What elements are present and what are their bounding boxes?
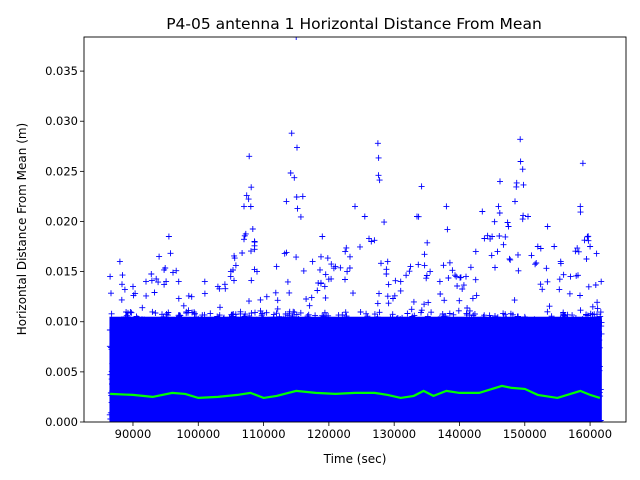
plot-frame: [83, 36, 627, 423]
mean-line: [110, 384, 601, 400]
y-tick-label: 0.035: [45, 64, 78, 78]
x-tick-label: 150000: [503, 427, 547, 441]
x-tick-label: 140000: [438, 427, 482, 441]
y-tick-label: 0.005: [45, 365, 78, 379]
scatter-dense-band: [109, 316, 602, 422]
y-tick-label: 0.030: [45, 114, 78, 128]
chart-title: P4-05 antenna 1 Horizontal Distance From…: [166, 15, 542, 33]
y-axis-label: Horizontal Distance From Mean (m): [15, 123, 29, 335]
y-tick-label: 0.010: [45, 315, 78, 329]
x-axis: 90000 100000 110000 120000 130000 140000 15000…: [115, 422, 612, 441]
y-tick-label: 0.015: [45, 265, 78, 279]
mean-line-series: [110, 384, 601, 400]
x-tick-label: 160000: [568, 427, 612, 441]
y-tick-label: 0.020: [45, 214, 78, 228]
y-axis: 0.000 0.005 0.010 0.015 0.020 0.025 0.030 0.035: [45, 64, 84, 429]
x-tick-label: 90000: [115, 427, 152, 441]
x-tick-label: 130000: [372, 427, 416, 441]
scatter-series: [106, 37, 605, 422]
y-tick-label: 0.025: [45, 164, 78, 178]
x-tick-label: 120000: [307, 427, 351, 441]
plot-area: [106, 37, 605, 422]
x-tick-label: 110000: [242, 427, 286, 441]
x-tick-label: 100000: [176, 427, 220, 441]
y-tick-label: 0.000: [45, 415, 78, 429]
x-axis-label: Time (sec): [323, 452, 387, 466]
